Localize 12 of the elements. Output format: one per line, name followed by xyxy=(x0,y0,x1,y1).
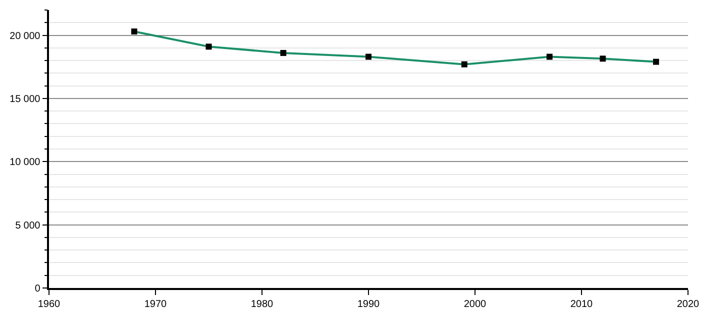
y-tick-label: 0 xyxy=(34,284,41,294)
y-tick-label: 5 000 xyxy=(15,220,41,232)
x-tick-label: 1960 xyxy=(38,298,61,310)
y-tick-label: 10 000 xyxy=(10,157,41,168)
x-tick-label: 2020 xyxy=(676,298,700,310)
x-tick-label: 1990 xyxy=(357,298,380,310)
y-tick-label: 15 000 xyxy=(10,94,41,105)
x-tick-label: 2010 xyxy=(570,298,594,310)
x-tick-label: 1980 xyxy=(250,298,274,310)
y-tick-label: 20 000 xyxy=(10,30,41,42)
x-tick-label: 2000 xyxy=(464,298,487,310)
x-tick-label: 1970 xyxy=(144,298,168,310)
